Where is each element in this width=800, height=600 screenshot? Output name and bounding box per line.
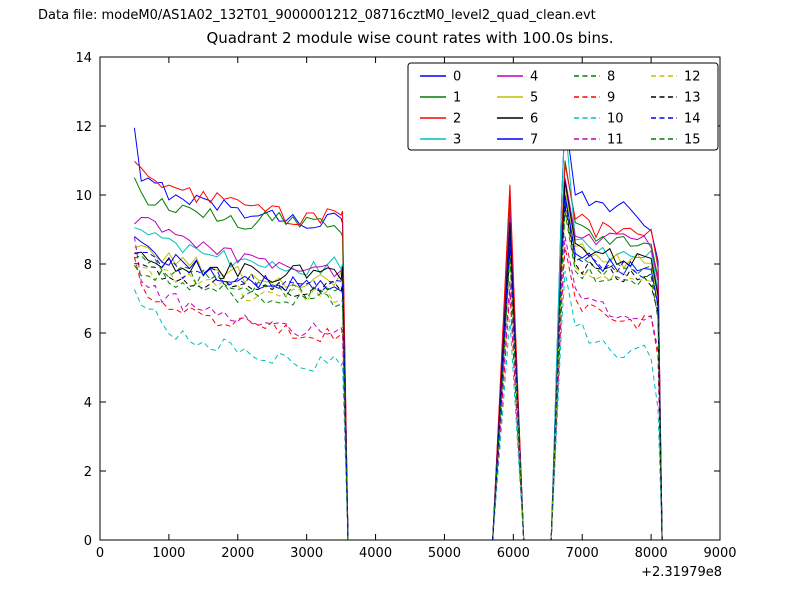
legend-label: 0 [453,70,461,85]
series-line-14 [134,198,663,541]
series-line-8 [134,201,663,541]
series-line-11 [133,236,663,541]
legend-item-10: 10 [574,112,624,127]
legend-label: 8 [607,70,615,85]
datafile-label: Data file: modeM0/AS1A02_132T01_90000012… [38,8,596,23]
series-line-2 [134,161,663,541]
y-tick-label: 0 [84,534,92,549]
y-tick-label: 6 [84,327,92,342]
legend-label: 9 [607,91,615,106]
legend-label: 3 [453,133,461,148]
y-tick-label: 14 [75,51,92,66]
legend-item-4: 4 [497,70,538,85]
x-tick-label: 1000 [152,546,185,561]
series-line-5 [134,188,663,541]
x-tick-label: 5000 [428,546,461,561]
legend-label: 11 [607,133,624,148]
plot-border [99,56,721,541]
series-line-12 [134,208,663,541]
y-tick-label: 12 [75,120,92,135]
legend-label: 6 [530,112,538,127]
legend-item-12: 12 [651,70,701,85]
legend-item-2: 2 [420,112,461,127]
legend-item-1: 1 [420,91,461,106]
series-line-3 [134,119,663,541]
legend-item-6: 6 [497,112,538,127]
series-line-9 [133,246,663,541]
legend-item-8: 8 [574,70,615,85]
legend-item-11: 11 [574,133,624,148]
legend-item-15: 15 [651,133,701,148]
legend-label: 10 [607,112,624,127]
x-tick-label: 0 [96,546,104,561]
x-tick-label: 8000 [635,546,668,561]
y-tick-label: 4 [84,396,92,411]
legend-item-13: 13 [651,91,701,106]
legend-item-0: 0 [420,70,461,85]
series-line-15 [133,212,663,541]
x-tick-label: 4000 [359,546,392,561]
legend-label: 14 [684,112,701,127]
legend-item-9: 9 [574,91,615,106]
legend-item-5: 5 [497,91,538,106]
legend-item-3: 3 [420,133,461,148]
series-line-7 [134,194,663,541]
legend-item-14: 14 [651,112,701,127]
x-tick-label: 7000 [566,546,599,561]
legend-label: 7 [530,133,538,148]
x-tick-label: 6000 [497,546,530,561]
series-line-4 [134,177,663,541]
series-line-0 [133,115,663,541]
series-line-6 [134,181,663,541]
legend-label: 1 [453,91,461,106]
legend-label: 12 [684,70,701,85]
chart-title: Quadrant 2 module wise count rates with … [206,29,614,47]
x-tick-label: 3000 [290,546,323,561]
x-axis-offset-label: +2.31979e8 [641,565,722,580]
legend-label: 15 [684,133,701,148]
y-tick-label: 10 [75,189,92,204]
x-tick-label: 9000 [703,546,736,561]
x-tick-label: 2000 [221,546,254,561]
legend-label: 13 [684,91,701,106]
legend-box [407,62,719,151]
legend-label: 2 [453,112,461,127]
legend-label: 5 [530,91,538,106]
y-tick-label: 2 [84,465,92,480]
legend-item-7: 7 [497,133,538,148]
y-tick-label: 8 [84,258,92,273]
legend-label: 4 [530,70,538,85]
